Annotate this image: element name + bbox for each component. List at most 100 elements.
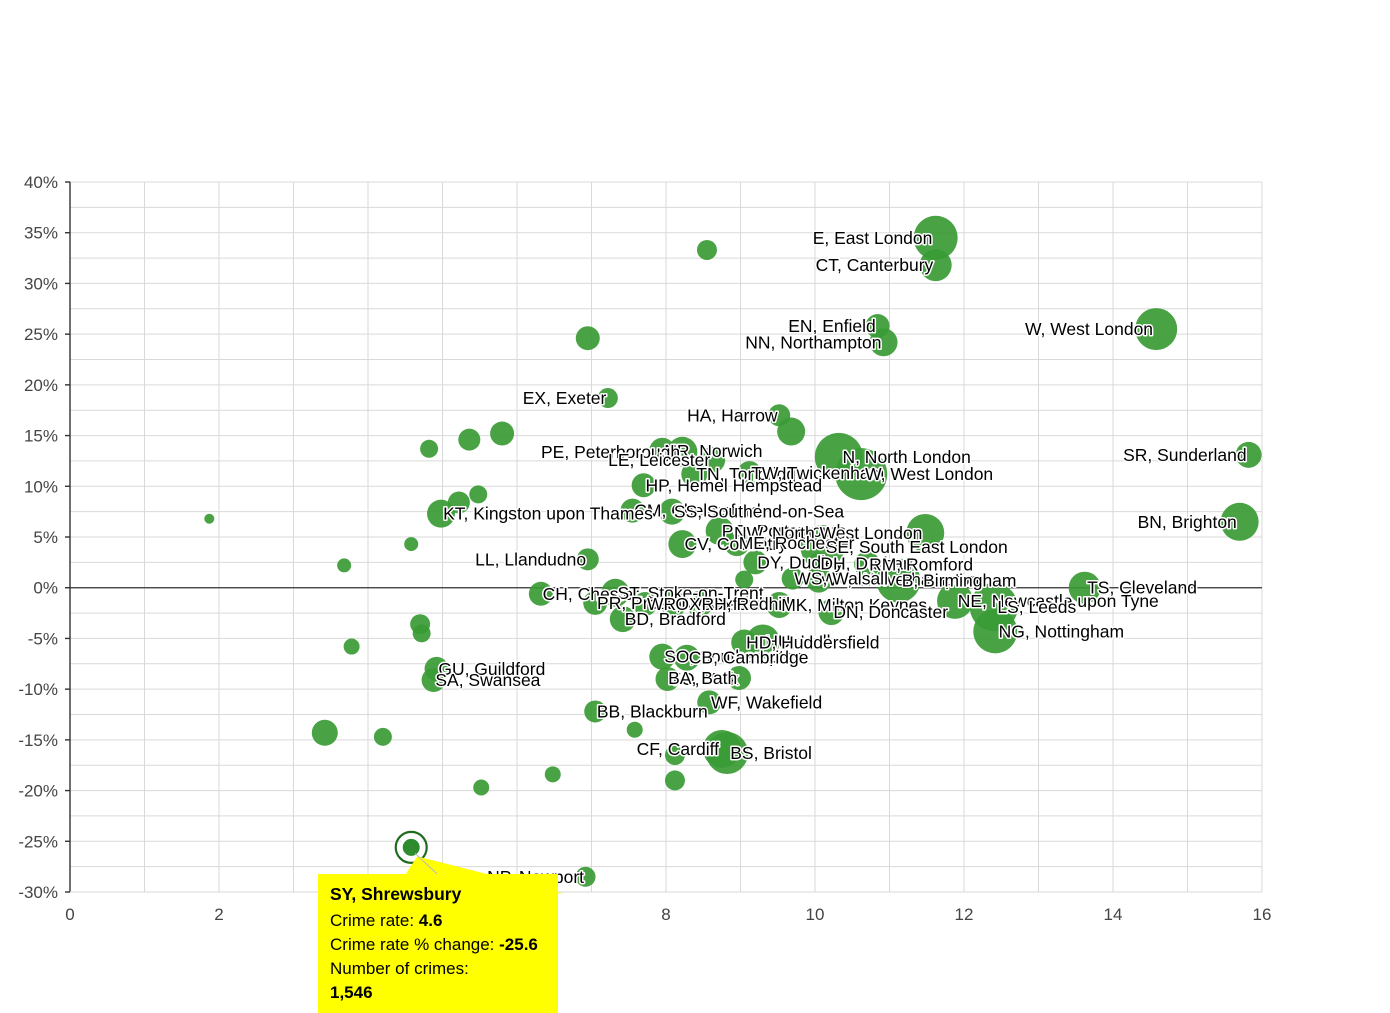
x-axis-ticks: 0246810121416 <box>65 905 1271 924</box>
tooltip-row: 1,546 <box>330 981 546 1005</box>
point-label: SO, Southampton <box>664 647 803 667</box>
y-tick-label: -10% <box>18 680 58 699</box>
data-point[interactable] <box>583 590 608 615</box>
data-point[interactable] <box>620 498 645 523</box>
point-label: N, North London <box>842 447 970 467</box>
data-point[interactable] <box>913 215 958 260</box>
data-point[interactable] <box>766 591 793 618</box>
point-label: EN, Enfield <box>788 316 876 336</box>
highlighted-point <box>394 830 428 864</box>
data-point[interactable] <box>633 591 658 616</box>
data-point[interactable] <box>601 578 630 607</box>
data-point[interactable] <box>1068 571 1101 604</box>
data-point[interactable] <box>1235 441 1262 468</box>
data-point[interactable] <box>743 550 768 575</box>
data-point[interactable] <box>664 770 685 791</box>
data-point[interactable] <box>906 513 945 552</box>
data-point[interactable] <box>697 690 722 715</box>
data-point[interactable] <box>735 570 754 589</box>
y-axis-ticks: 40% 35% 30% 25% 20% 15% 10% 5% 0% -5% -10% -15% -20%… <box>18 173 58 902</box>
highlight-ring <box>394 830 428 864</box>
data-point[interactable] <box>404 537 419 552</box>
data-point[interactable] <box>937 582 974 619</box>
data-point[interactable] <box>668 530 697 559</box>
data-point[interactable] <box>973 609 1018 654</box>
data-point[interactable] <box>777 417 806 446</box>
point-label: HP, Hemel Hempstead <box>645 475 822 495</box>
data-point[interactable] <box>706 732 749 775</box>
point-label: BA, Bath <box>668 668 737 688</box>
data-point[interactable] <box>781 567 804 590</box>
point-label: HD, Huddersfield <box>746 632 879 652</box>
data-point[interactable] <box>490 421 515 446</box>
data-point[interactable] <box>723 530 750 557</box>
data-point[interactable] <box>343 638 360 655</box>
data-point[interactable] <box>696 239 717 260</box>
data-point[interactable] <box>673 644 700 671</box>
data-point[interactable] <box>420 439 439 458</box>
highlighted-data-point[interactable] <box>399 835 423 859</box>
y-tick-label: 5% <box>33 528 58 547</box>
data-point[interactable] <box>681 461 708 488</box>
data-point[interactable] <box>311 719 338 746</box>
data-point[interactable] <box>686 590 713 617</box>
x-tick-label: 14 <box>1104 905 1123 924</box>
data-point[interactable] <box>869 328 898 357</box>
point-label: YO, York <box>669 669 738 689</box>
data-point[interactable] <box>597 388 618 409</box>
data-point[interactable] <box>427 499 456 528</box>
data-point[interactable] <box>337 558 352 573</box>
x-tick-label: 0 <box>65 905 74 924</box>
data-point[interactable] <box>1135 308 1178 351</box>
data-point[interactable] <box>1220 502 1259 541</box>
data-point[interactable] <box>727 665 752 690</box>
data-point[interactable] <box>919 249 952 282</box>
data-point[interactable] <box>649 643 676 670</box>
data-point[interactable] <box>575 326 600 351</box>
y-tick-label: -30% <box>18 883 58 902</box>
data-point[interactable] <box>835 448 888 501</box>
tooltip-rows: Crime rate: 4.6 Crime rate % change: -25.… <box>330 909 546 1006</box>
data-point[interactable] <box>876 558 921 603</box>
tooltip-row-value: -25.6 <box>499 934 538 954</box>
data-point[interactable] <box>626 721 643 738</box>
data-point[interactable] <box>664 745 685 766</box>
data-point[interactable] <box>576 548 599 571</box>
data-point[interactable] <box>805 566 832 593</box>
data-point[interactable] <box>731 629 758 656</box>
point-label: CT, Canterbury <box>816 255 934 275</box>
data-point[interactable] <box>544 766 561 783</box>
data-point[interactable] <box>699 446 726 473</box>
point-label: TN, Tonbridge <box>696 464 806 484</box>
point-label: NG, Nottingham <box>999 621 1124 641</box>
data-point[interactable] <box>658 498 685 525</box>
y-tick-label: -25% <box>18 832 58 851</box>
data-point[interactable] <box>818 599 845 626</box>
data-point[interactable] <box>631 473 656 498</box>
data-point[interactable] <box>421 668 446 693</box>
data-point[interactable] <box>667 436 698 467</box>
data-point[interactable] <box>575 866 596 887</box>
data-point[interactable] <box>373 727 392 746</box>
point-label: RH, Redhill <box>701 594 790 614</box>
data-point[interactable] <box>584 700 607 723</box>
x-tick-label: 12 <box>955 905 974 924</box>
data-point[interactable] <box>458 428 481 451</box>
point-label: PE, Peterborough <box>541 442 680 462</box>
data-point[interactable] <box>854 551 881 578</box>
data-point[interactable] <box>528 581 553 606</box>
y-tick-label: 0% <box>33 579 58 598</box>
data-point[interactable] <box>655 667 680 691</box>
data-point[interactable] <box>469 485 488 504</box>
y-tick-label: 10% <box>24 477 58 496</box>
data-point[interactable] <box>737 461 762 486</box>
data-point[interactable] <box>412 624 431 643</box>
point-label: CM, Chelmsford <box>634 501 760 521</box>
data-point[interactable] <box>473 779 490 796</box>
point-label: DH, Durham <box>820 553 917 573</box>
data-point[interactable] <box>609 606 636 633</box>
point-label: KT, Kingston upon Thames <box>443 504 653 524</box>
point-label: NR, Norwich <box>664 441 762 461</box>
data-point[interactable] <box>660 590 687 617</box>
data-point[interactable] <box>204 513 215 524</box>
